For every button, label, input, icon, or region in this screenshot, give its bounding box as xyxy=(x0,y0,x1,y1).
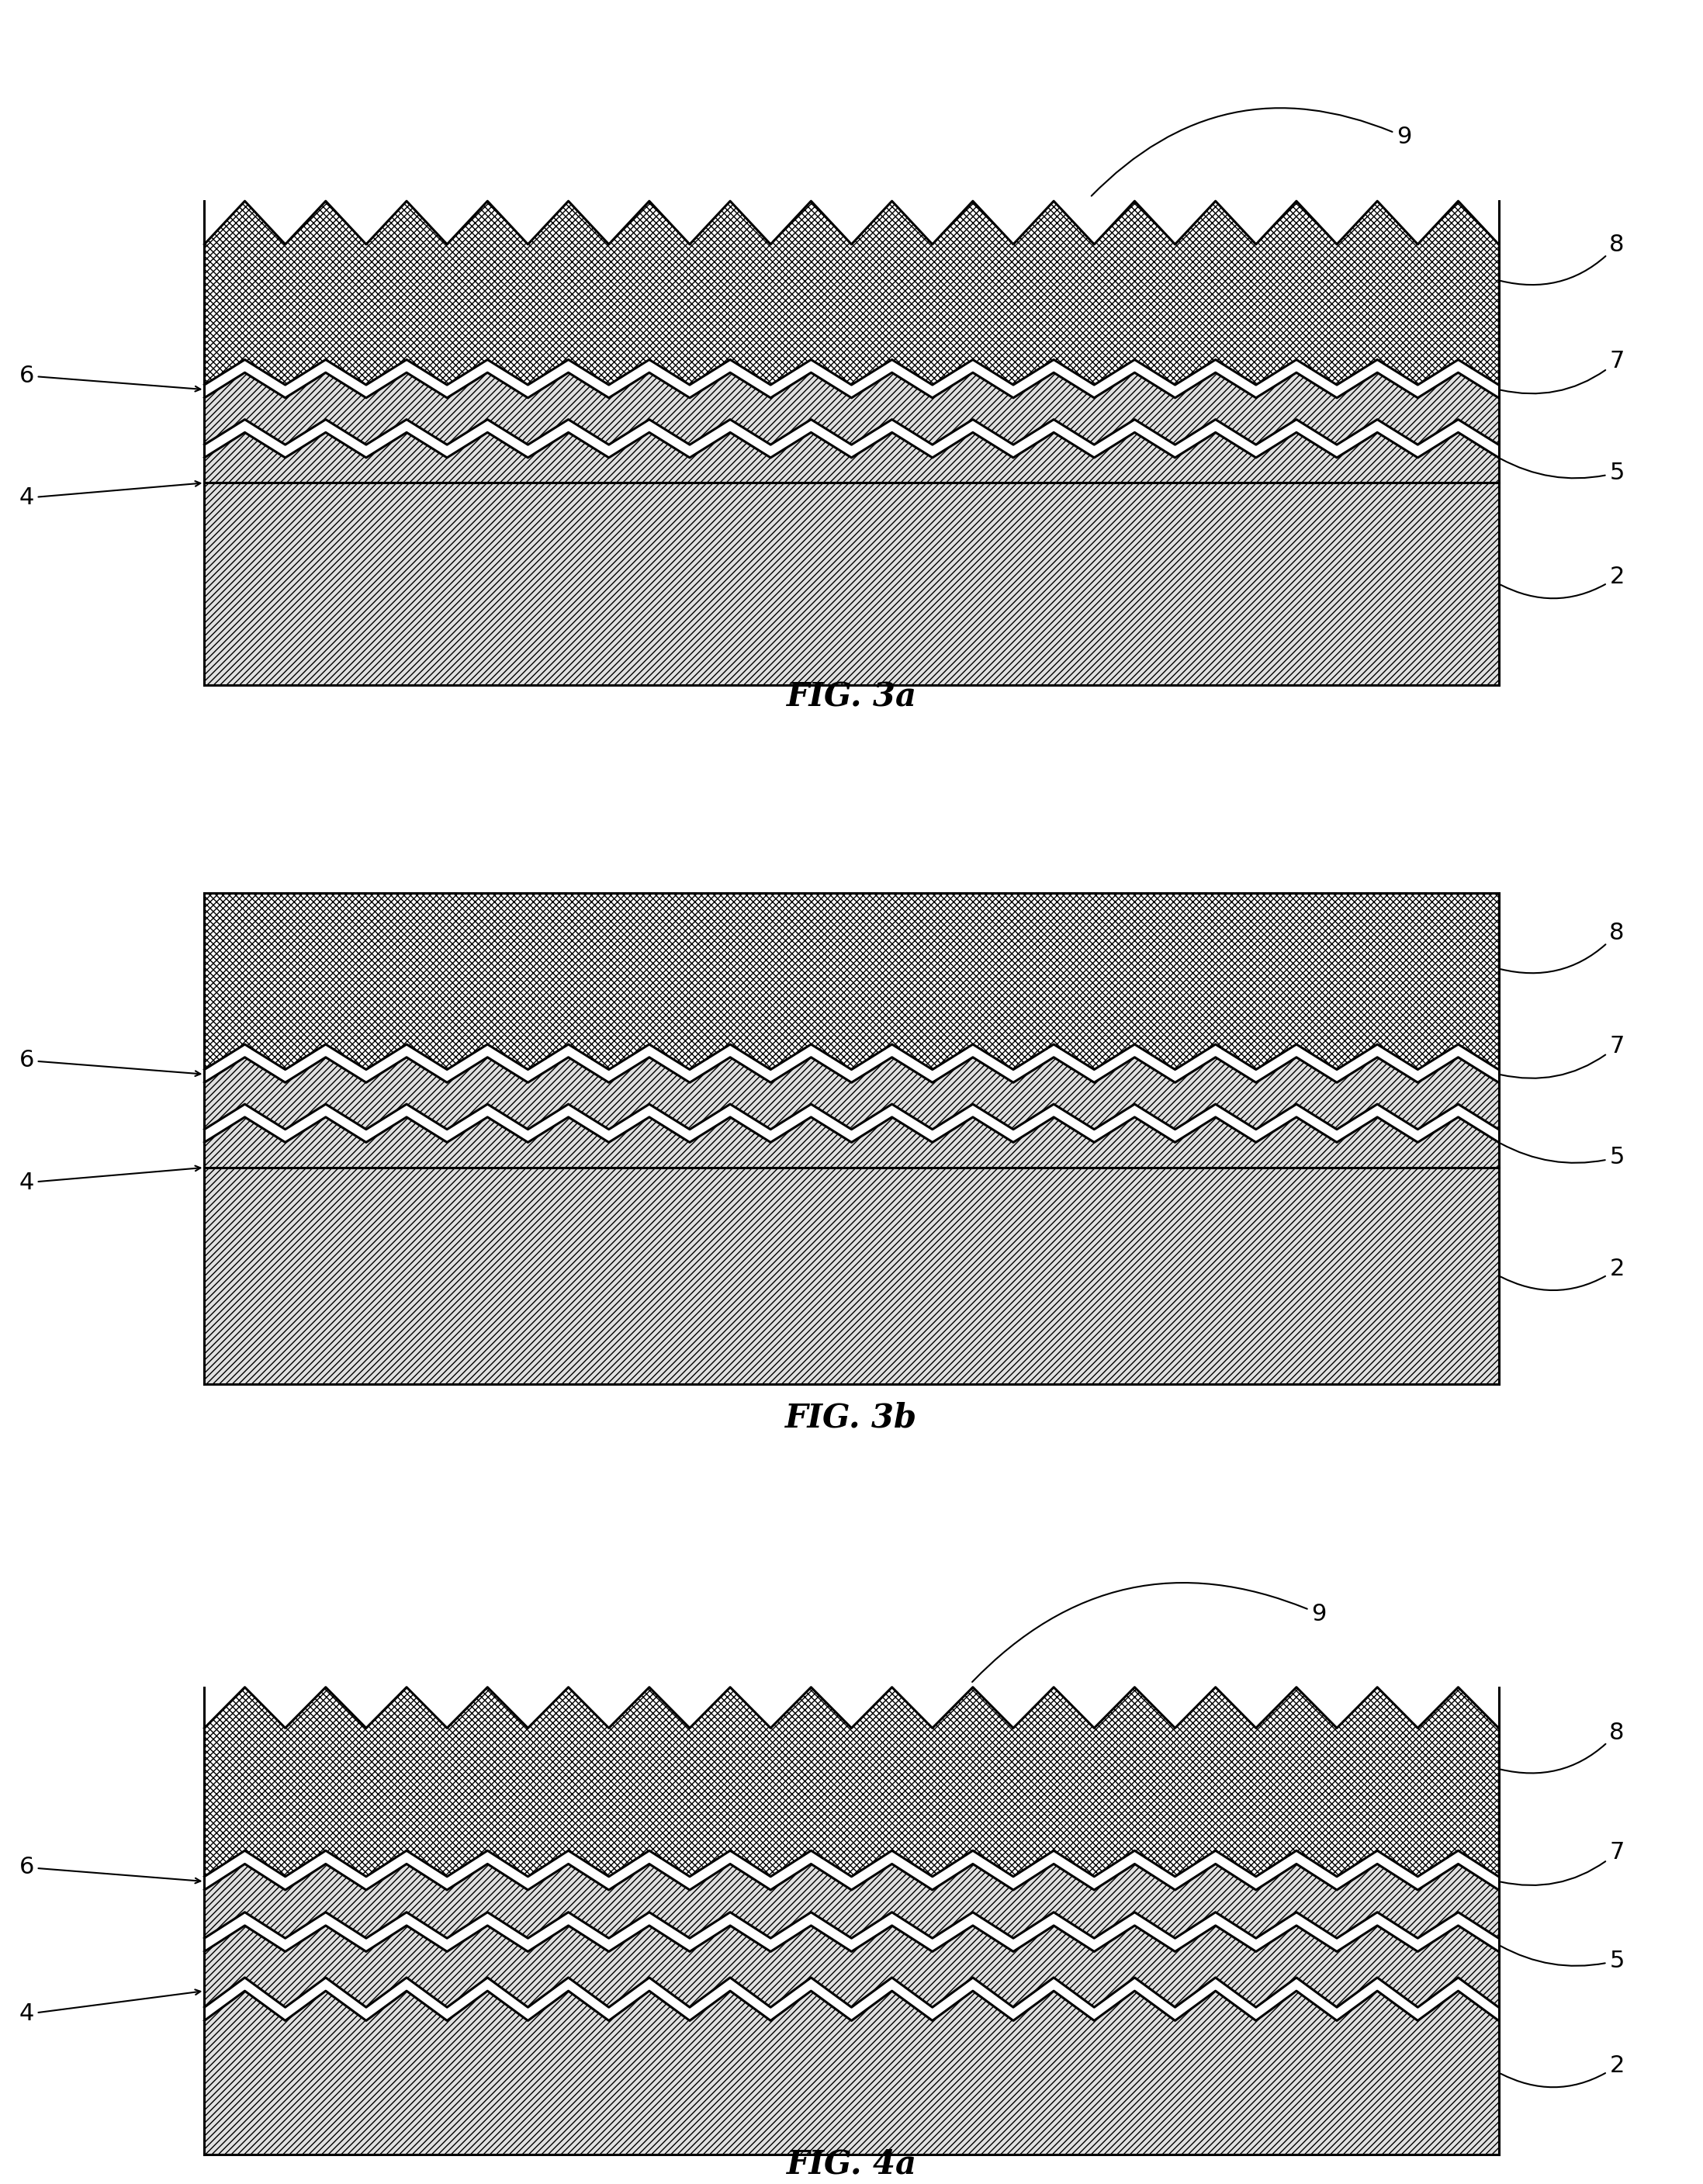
Polygon shape xyxy=(204,201,1499,384)
Polygon shape xyxy=(204,360,1499,397)
Polygon shape xyxy=(204,1118,1499,1168)
Text: 9: 9 xyxy=(1092,107,1412,197)
Polygon shape xyxy=(204,1977,1499,2020)
Polygon shape xyxy=(204,893,1499,1070)
Text: FIG. 3b: FIG. 3b xyxy=(785,1402,918,1435)
Polygon shape xyxy=(204,1057,1499,1129)
Text: 7: 7 xyxy=(1500,1035,1625,1079)
Text: 8: 8 xyxy=(1500,1721,1625,1773)
Polygon shape xyxy=(204,419,1499,459)
Polygon shape xyxy=(204,1688,1499,1876)
Polygon shape xyxy=(204,483,1499,686)
Text: 2: 2 xyxy=(1500,1258,1625,1291)
Text: 7: 7 xyxy=(1500,349,1625,393)
Polygon shape xyxy=(204,373,1499,446)
Polygon shape xyxy=(204,432,1499,483)
Polygon shape xyxy=(204,1992,1499,2153)
Text: 4: 4 xyxy=(19,1990,201,2025)
Text: 8: 8 xyxy=(1500,234,1625,284)
Polygon shape xyxy=(204,1044,1499,1083)
Polygon shape xyxy=(204,1850,1499,1889)
Text: 8: 8 xyxy=(1500,922,1625,974)
Text: 5: 5 xyxy=(1500,459,1625,485)
Polygon shape xyxy=(204,1168,1499,1385)
Text: 5: 5 xyxy=(1500,1946,1625,1972)
Text: FIG. 3a: FIG. 3a xyxy=(787,681,916,714)
Text: 2: 2 xyxy=(1500,2055,1625,2088)
Text: 6: 6 xyxy=(19,365,201,391)
Text: 4: 4 xyxy=(19,1166,201,1195)
Text: 6: 6 xyxy=(19,1048,201,1077)
Polygon shape xyxy=(204,1913,1499,1952)
Text: 6: 6 xyxy=(19,1856,201,1883)
Text: 7: 7 xyxy=(1500,1841,1625,1885)
Polygon shape xyxy=(204,1863,1499,1937)
Polygon shape xyxy=(204,1926,1499,2007)
Polygon shape xyxy=(204,1105,1499,1142)
Text: FIG. 4a: FIG. 4a xyxy=(787,2147,916,2180)
Text: 4: 4 xyxy=(19,480,201,509)
Text: 2: 2 xyxy=(1500,566,1625,598)
Text: 5: 5 xyxy=(1500,1144,1625,1168)
Text: 9: 9 xyxy=(972,1583,1327,1682)
